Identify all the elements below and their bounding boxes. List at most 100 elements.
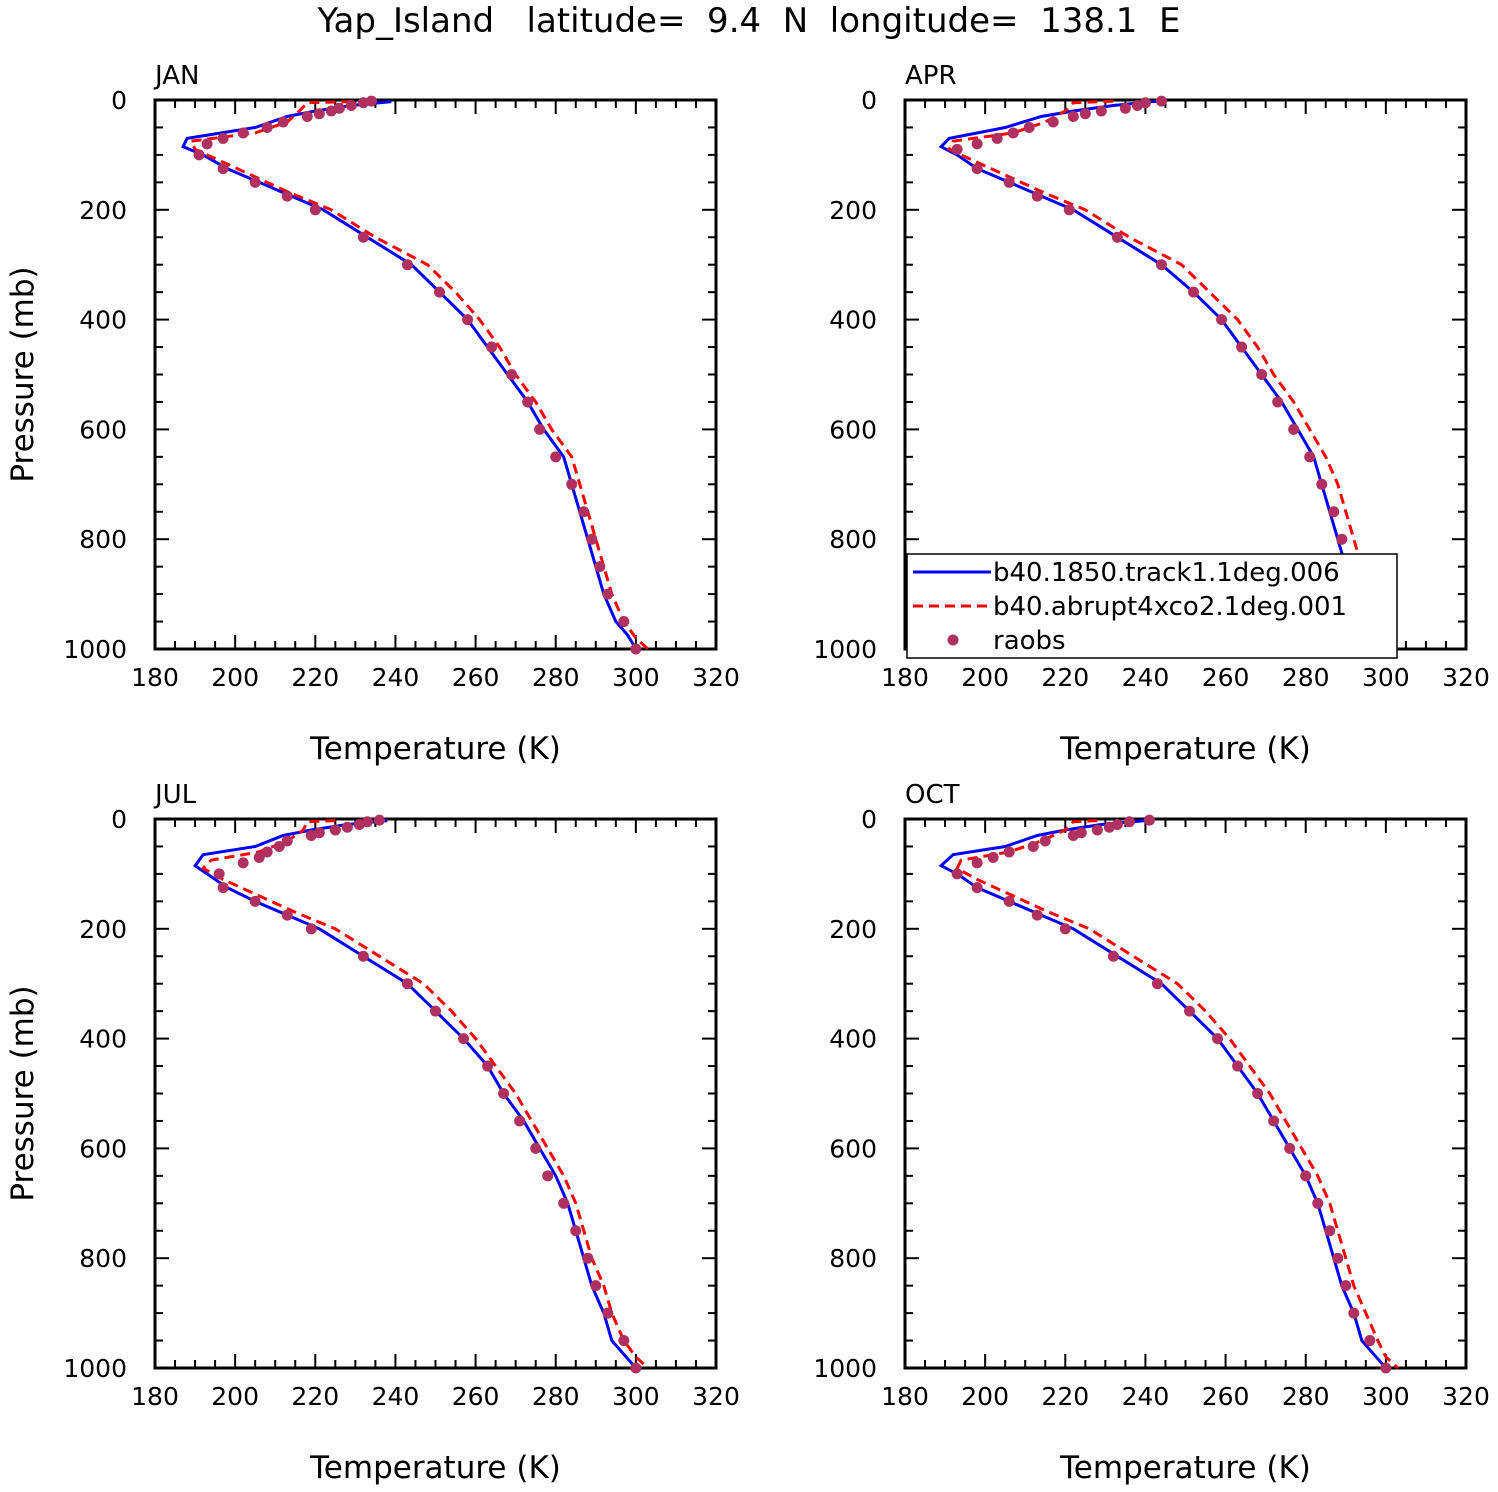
raobs-point [1236, 341, 1248, 353]
raobs-point [971, 163, 983, 175]
raobs-point [618, 1335, 630, 1347]
x-tick-label: 260 [1202, 1382, 1250, 1411]
raobs-point [1003, 176, 1015, 188]
raobs-point [971, 857, 983, 869]
raobs-point [1348, 1307, 1360, 1319]
raobs-point [951, 868, 963, 880]
raobs-point [301, 110, 313, 122]
raobs-point [1107, 950, 1119, 962]
raobs-point [1155, 259, 1167, 271]
raobs-point [353, 818, 365, 830]
raobs-point [1312, 1197, 1324, 1209]
panels-container: JAN 180 200 220 240 260 280 300 320 0 200 400 600 800… [5, 61, 1490, 1486]
raobs-point [261, 121, 273, 133]
y-tick-label: 600 [79, 415, 127, 444]
raobs-point [1095, 105, 1107, 117]
x-tick-label: 300 [1362, 663, 1410, 692]
raobs-point [586, 533, 598, 545]
y-tick-label: 0 [861, 805, 877, 834]
raobs-point [1031, 909, 1043, 921]
series-line-abrupt4xco2 [947, 99, 1396, 650]
raobs-point [1047, 116, 1059, 128]
raobs-point [1188, 286, 1200, 298]
raobs-point [305, 923, 317, 935]
y-tick-label: 200 [829, 196, 877, 225]
raobs-point [217, 882, 229, 894]
raobs-point [1023, 121, 1035, 133]
panel-jul: JUL 180 200 220 240 260 280 300 320 0 200 400 600 800… [5, 780, 740, 1486]
x-tick-label: 180 [131, 663, 179, 692]
raobs-point [566, 478, 578, 490]
legend: b40.1850.track1.1deg.006 b40.abrupt4xco2.… [906, 553, 1398, 659]
panel-title: JAN [153, 61, 199, 91]
y-tick-label: 1000 [813, 1354, 877, 1383]
x-axis-label: Temperature (K) [309, 731, 561, 767]
raobs-point [971, 138, 983, 150]
raobs-point [530, 1142, 542, 1154]
plot-frame [903, 817, 1468, 1370]
y-axis-label: Pressure (mb) [5, 985, 41, 1201]
x-tick-label: 200 [211, 663, 259, 692]
raobs-point [582, 1252, 594, 1264]
raobs-point [329, 824, 341, 836]
series-line-abrupt4xco2 [188, 100, 649, 651]
y-tick-label: 0 [111, 805, 127, 834]
raobs-point [1039, 835, 1051, 847]
raobs-point [570, 1225, 582, 1237]
x-tick-label: 180 [881, 663, 929, 692]
x-tick-label: 240 [372, 1382, 420, 1411]
x-tick-label: 300 [1362, 1382, 1410, 1411]
raobs-point [430, 1005, 441, 1017]
raobs-point [1232, 1060, 1244, 1072]
x-tick-label: 240 [372, 663, 420, 692]
raobs-point [325, 105, 337, 117]
x-tick-label: 280 [1282, 1382, 1330, 1411]
raobs-point [341, 821, 353, 833]
raobs-point [273, 840, 285, 852]
x-tick-label: 260 [452, 1382, 500, 1411]
x-tick-label: 240 [1122, 1382, 1170, 1411]
y-tick-label: 600 [79, 1134, 127, 1163]
raobs-point [1151, 978, 1163, 990]
panel-apr: APR 180 200 220 240 260 280 300 320 0 200 400 600 800… [813, 61, 1489, 767]
raobs-point [951, 143, 963, 155]
raobs-point [594, 561, 606, 573]
x-tick-label: 320 [692, 1382, 740, 1411]
raobs-point [1328, 506, 1340, 518]
raobs-point [987, 851, 999, 863]
raobs-point [630, 1362, 642, 1374]
raobs-point [1340, 1280, 1352, 1292]
raobs-point [1103, 821, 1115, 833]
raobs-point [261, 846, 273, 858]
raobs-point [506, 369, 518, 380]
raobs-point [991, 132, 1003, 144]
panel-jan: JAN 180 200 220 240 260 280 300 320 0 200 400 600 800… [5, 61, 740, 767]
raobs-point [373, 814, 385, 826]
raobs-point [590, 1280, 602, 1292]
raobs-point [281, 835, 293, 847]
raobs-point [1067, 829, 1079, 841]
panel-oct: OCT 180 200 220 240 260 280 300 320 0 200 400 600 800… [813, 780, 1489, 1486]
raobs-point [1123, 816, 1135, 828]
y-tick-label: 1000 [813, 635, 877, 664]
x-tick-label: 220 [1041, 1382, 1089, 1411]
raobs-point [971, 882, 983, 894]
series-line-abrupt4xco2 [200, 819, 649, 1370]
raobs-point [357, 950, 369, 962]
raobs-point [1031, 190, 1043, 202]
series-line-abrupt4xco2 [955, 819, 1399, 1370]
x-tick-label: 320 [1442, 1382, 1490, 1411]
raobs-point [1316, 478, 1328, 490]
x-tick-label: 280 [532, 1382, 580, 1411]
raobs-point [542, 1170, 554, 1182]
raobs-point [1067, 110, 1079, 122]
raobs-point [1131, 99, 1143, 111]
y-tick-label: 400 [79, 1025, 127, 1054]
x-tick-label: 300 [612, 1382, 660, 1411]
raobs-point [309, 204, 321, 216]
x-tick-label: 220 [291, 663, 339, 692]
raobs-point [1059, 923, 1071, 935]
y-tick-label: 800 [79, 525, 127, 554]
raobs-point [313, 108, 325, 120]
